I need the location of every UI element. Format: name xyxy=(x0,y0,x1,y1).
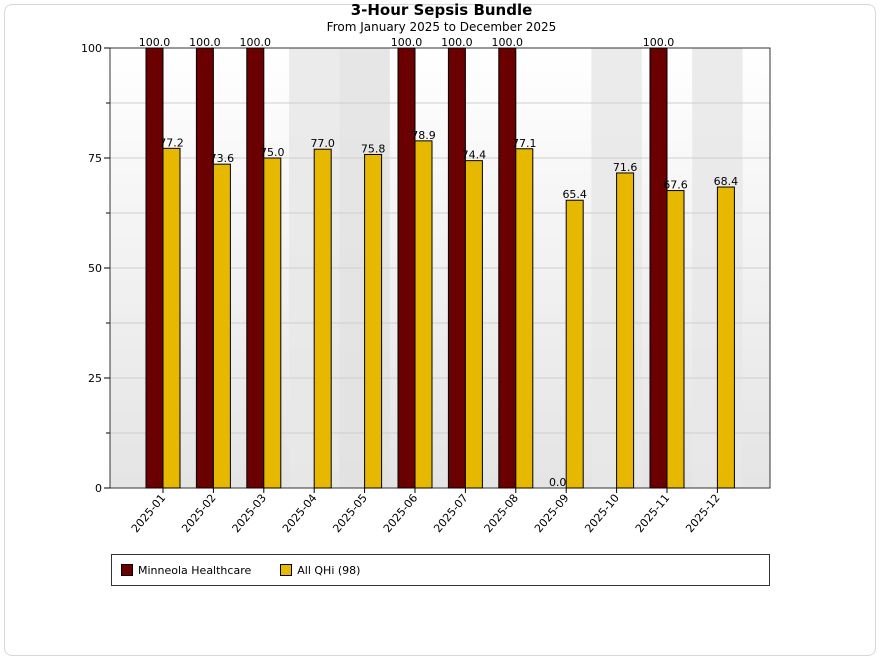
data-label: 75.8 xyxy=(361,142,386,155)
data-label: 73.6 xyxy=(210,152,235,165)
y-tick-label: 75 xyxy=(88,152,102,165)
bar xyxy=(498,47,517,489)
bar xyxy=(313,148,332,489)
x-tick-label: 2025-12 xyxy=(683,492,723,536)
x-tick-label: 2025-11 xyxy=(633,492,673,536)
x-tick-label: 2025-04 xyxy=(280,492,320,536)
bar xyxy=(447,47,466,489)
x-tick-label: 2025-03 xyxy=(230,492,270,536)
x-tick-label: 2025-05 xyxy=(330,492,370,536)
bar xyxy=(195,47,214,489)
y-tick-label: 25 xyxy=(88,372,102,385)
bar xyxy=(145,47,164,489)
data-label: 77.0 xyxy=(310,137,335,150)
data-label: 65.4 xyxy=(562,188,587,201)
bar xyxy=(515,148,534,489)
bar xyxy=(565,199,584,489)
data-label: 75.0 xyxy=(260,146,285,159)
data-label: 100.0 xyxy=(391,36,423,49)
x-tick-label: 2025-01 xyxy=(129,492,169,536)
data-label: 77.2 xyxy=(159,136,184,149)
x-tick-label: 2025-06 xyxy=(381,492,421,536)
data-label: 77.1 xyxy=(512,137,537,150)
bar xyxy=(397,47,416,489)
legend-item-all-qhi: All QHi (98) xyxy=(280,564,360,577)
data-label: 74.4 xyxy=(462,149,487,162)
legend-swatch xyxy=(280,564,293,576)
data-label: 67.6 xyxy=(663,179,688,192)
bar xyxy=(716,186,735,489)
y-tick-label: 100 xyxy=(81,42,102,55)
y-tick-label: 0 xyxy=(95,482,102,495)
bar xyxy=(666,190,685,489)
bar xyxy=(364,153,383,489)
legend-label: Minneola Healthcare xyxy=(138,563,252,577)
bar xyxy=(464,160,483,489)
bar xyxy=(414,140,433,489)
data-label: 100.0 xyxy=(189,36,221,49)
x-tick-label: 2025-09 xyxy=(532,492,572,536)
x-tick-label: 2025-08 xyxy=(482,492,522,536)
y-tick-label: 50 xyxy=(88,262,102,275)
chart-subtitle: From January 2025 to December 2025 xyxy=(326,20,557,34)
legend-item-minneola: Minneola Healthcare xyxy=(121,564,251,577)
data-label: 100.0 xyxy=(139,36,171,49)
bar xyxy=(212,163,231,489)
data-label: 100.0 xyxy=(492,36,524,49)
chart-title: 3-Hour Sepsis Bundle xyxy=(350,1,533,19)
data-label: 100.0 xyxy=(441,36,473,49)
data-label: 71.6 xyxy=(613,161,638,174)
data-label: 100.0 xyxy=(643,36,675,49)
data-label: 0.0 xyxy=(549,476,567,489)
chart-legend: Minneola Healthcare All QHi (98) xyxy=(111,554,770,586)
legend-label: All QHi (98) xyxy=(297,563,361,577)
data-label: 78.9 xyxy=(411,129,436,142)
legend-swatch xyxy=(121,564,133,576)
bar xyxy=(263,157,282,489)
chart-card xyxy=(4,4,876,656)
x-tick-label: 2025-07 xyxy=(431,492,471,536)
bar xyxy=(616,172,635,489)
x-tick-label: 2025-02 xyxy=(179,492,219,536)
data-label: 68.4 xyxy=(714,175,739,188)
bar xyxy=(649,47,668,489)
data-label: 100.0 xyxy=(240,36,272,49)
bar xyxy=(162,147,181,489)
bar xyxy=(246,47,265,489)
x-tick-label: 2025-10 xyxy=(582,492,622,536)
